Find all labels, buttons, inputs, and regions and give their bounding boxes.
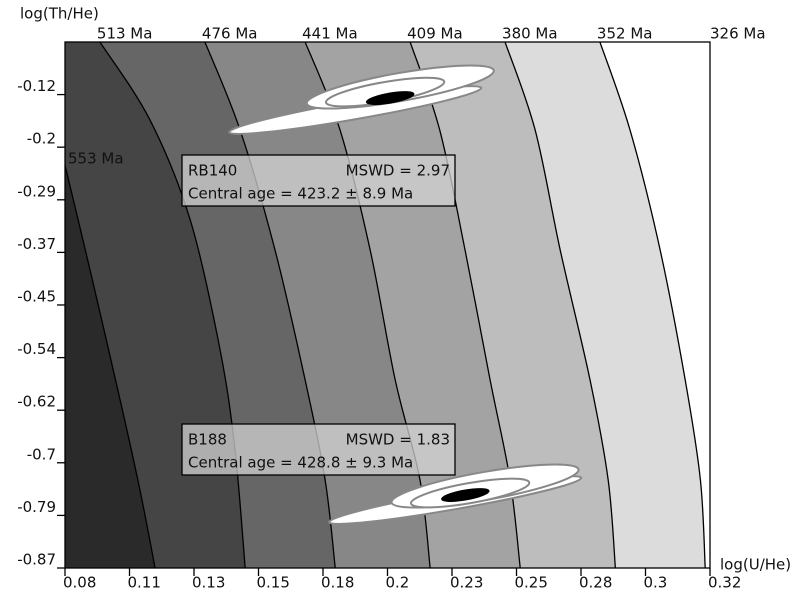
contour-label: 476 Ma [202,25,258,43]
x-tick-label: 0.28 [579,574,612,592]
central-age-label: Central age = 428.8 ± 9.3 Ma [188,454,413,472]
annotation-box [181,423,456,476]
y-tick-label: -0.12 [17,77,56,95]
y-tick-label: -0.37 [17,235,56,253]
central-ellipse [441,488,490,502]
y-axis-label: log(Th/He) [20,5,99,23]
y-tick-label: -0.7 [27,445,56,463]
x-tick-label: 0.18 [321,574,354,592]
x-tick-label: 0.2 [386,574,410,592]
contour-line [599,42,706,568]
y-tick-label: -0.79 [17,498,56,516]
y-tick-label: -0.2 [27,130,56,148]
x-tick-label: 0.11 [128,574,161,592]
contour-label: 409 Ma [407,25,463,43]
contour-label: 441 Ma [302,25,358,43]
contour-label: 352 Ma [597,25,653,43]
x-tick-label: 0.23 [450,574,483,592]
y-tick-label: -0.54 [17,340,56,358]
y-tick-label: -0.45 [17,287,56,305]
contour-line [65,164,156,568]
annotation-box [181,154,456,207]
y-tick-label: -0.29 [17,182,56,200]
contour-label: 326 Ma [710,25,766,43]
x-tick-label: 0.3 [644,574,668,592]
central-ellipse [365,91,415,105]
y-tick-label: -0.62 [17,393,56,411]
contour-line [504,42,617,568]
central-age-label: Central age = 423.2 ± 8.9 Ma [188,185,413,203]
contour-label: 380 Ma [502,25,558,43]
y-tick-label: -0.87 [17,551,56,569]
band [65,165,156,568]
sample-name: RB140 [188,162,237,180]
contour-label: 513 Ma [97,25,153,43]
x-tick-label: 0.13 [192,574,225,592]
contour-label: 553 Ma [68,150,124,168]
x-axis-label: log(U/He) [720,556,791,574]
mswd-label: MSWD = 1.83 [346,431,450,449]
contour-line [304,42,431,568]
x-tick-label: 0.25 [515,574,548,592]
plot-area [65,42,710,568]
x-tick-label: 0.15 [257,574,290,592]
x-tick-label: 0.32 [708,574,741,592]
mswd-label: MSWD = 2.97 [346,162,450,180]
sample-name: B188 [188,431,227,449]
x-tick-label: 0.08 [63,574,96,592]
